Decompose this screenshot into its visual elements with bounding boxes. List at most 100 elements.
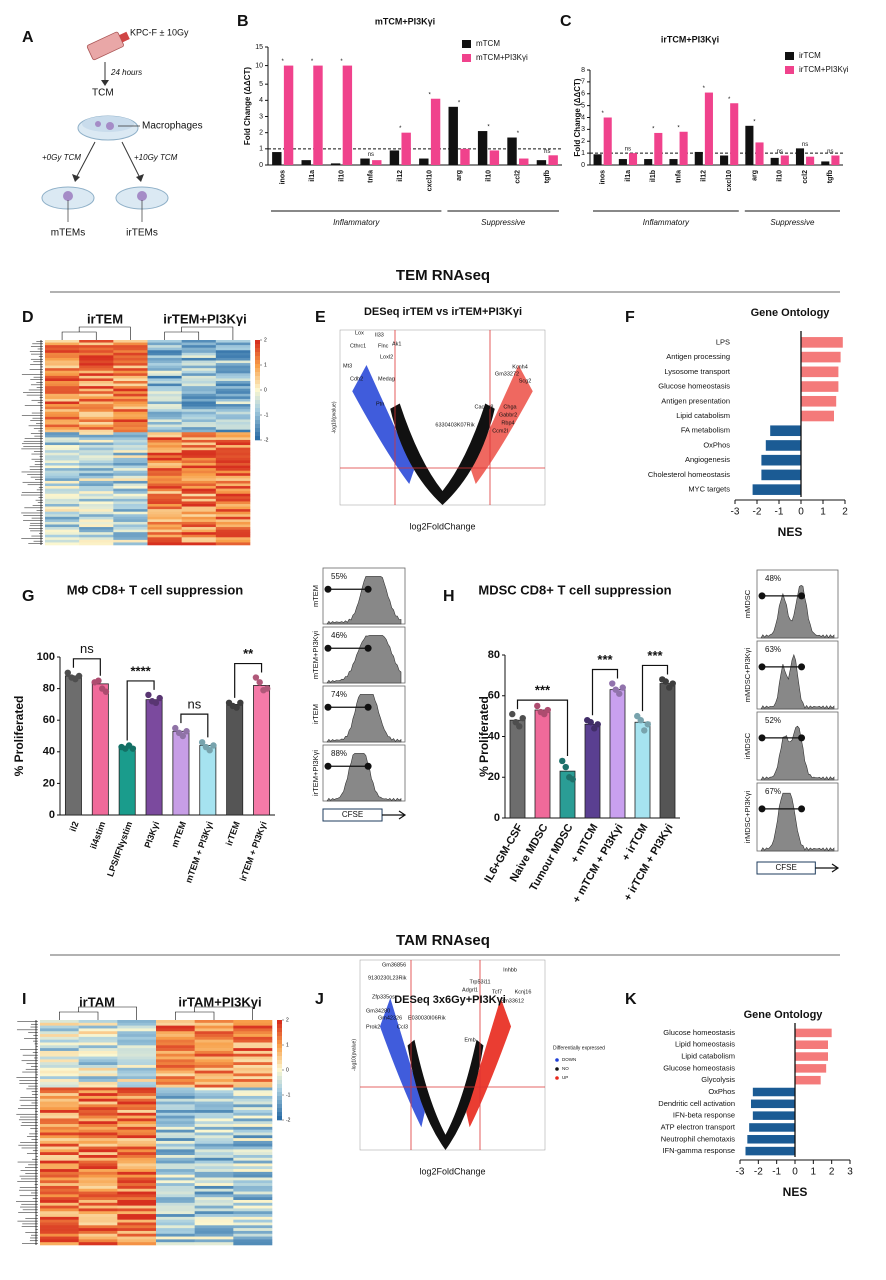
gene-label: Kcnj16: [515, 989, 532, 995]
heatmap-cell: [117, 1211, 157, 1215]
heatmap-cell: [79, 511, 114, 515]
gate-percent: 74%: [331, 690, 347, 699]
x-tick-label: arg: [456, 170, 463, 181]
gene-label: Adgrl1: [462, 987, 478, 993]
heatmap-cell: [113, 519, 148, 523]
heatmap-cell: [181, 455, 217, 459]
colorbar-segment: [277, 1116, 282, 1121]
heatmap-cell: [233, 1028, 273, 1032]
x-tick-label: tnfa: [675, 170, 682, 183]
heatmap-cell: [215, 396, 251, 400]
heatmap-cell: [156, 1031, 195, 1035]
bar: [747, 1135, 795, 1144]
heatmap-cell: [215, 480, 251, 484]
heatmap-cell: [40, 1048, 79, 1052]
heatmap-cell: [45, 439, 80, 443]
heatmap-cell: [117, 1205, 157, 1209]
data-point: [516, 723, 523, 730]
heatmap-cell: [45, 486, 80, 489]
heatmap-cell: [117, 1039, 157, 1043]
heatmap-cell: [181, 360, 217, 364]
heatmap-cell: [45, 455, 80, 459]
heatmap-cell: [79, 429, 114, 433]
heatmap-cell: [113, 457, 148, 461]
sample-label: mMDSC+PI3Kγi: [743, 647, 752, 702]
heatmap-cell: [45, 491, 80, 495]
heatmap-cell: [215, 398, 251, 402]
heatmap-cell: [215, 404, 251, 407]
heatmap-cell: [233, 1115, 273, 1119]
significance: *: [601, 111, 604, 117]
heatmap-cell: [215, 470, 251, 474]
heatmap-cell: [40, 1112, 79, 1116]
heatmap-cell: [45, 416, 80, 420]
heatmap-cell: [181, 450, 217, 454]
data-point: [519, 714, 526, 722]
colorbar-segment: [255, 364, 260, 369]
colorbar-segment: [277, 1024, 282, 1029]
heatmap-cell: [194, 1197, 234, 1201]
gate-end: [324, 762, 332, 770]
heatmap-cell: [233, 1050, 273, 1055]
heatmap-cell: [45, 473, 80, 477]
heatmap-cell: [156, 1211, 195, 1215]
heatmap-cell: [181, 457, 217, 461]
heatmap-cell: [45, 373, 80, 377]
heatmap-cell: [79, 365, 114, 369]
heatmap-cell: [117, 1095, 157, 1100]
category-label: Antigen presentation: [661, 396, 730, 405]
heatmap-cell: [181, 542, 217, 546]
data-point: [594, 721, 601, 728]
heatmap-cell: [147, 491, 182, 495]
heatmap-cell: [194, 1036, 234, 1040]
heatmap-cell: [147, 457, 182, 461]
bar: [253, 685, 271, 816]
heatmap-cell: [194, 1129, 234, 1133]
colorbar-segment: [277, 1108, 282, 1113]
heatmap-cell: [215, 388, 251, 392]
heatmap-cell: [147, 383, 182, 387]
colorbar-segment: [255, 404, 260, 409]
heatmap-cell: [45, 509, 80, 512]
heatmap-cell: [233, 1160, 273, 1164]
x-tick-label: cxcl10: [726, 170, 733, 192]
heatmap-cell: [156, 1135, 195, 1139]
heatmap-cell: [194, 1242, 234, 1246]
gene-label: 6330403K07Rik: [435, 422, 474, 428]
heatmap-cell: [181, 342, 217, 346]
gene-label: Kcnh4: [512, 364, 528, 370]
heatmap-cell: [156, 1084, 195, 1088]
heatmap-cell: [147, 442, 182, 446]
heatmap-cell: [181, 355, 217, 359]
heatmap-cell: [45, 470, 80, 474]
heatmap-cell: [79, 347, 114, 351]
bar: [172, 730, 190, 816]
heatmap-cell: [117, 1236, 157, 1240]
heatmap-cell: [215, 488, 251, 492]
gene-label: Gm42326: [378, 1015, 402, 1021]
heatmap-cell: [40, 1202, 79, 1206]
legend-swatch: [785, 52, 794, 60]
gene-label: Rbp4: [501, 420, 514, 426]
data-point: [544, 706, 551, 714]
heatmap-cell: [215, 465, 251, 469]
heatmap-cell: [78, 1025, 118, 1029]
heatmap-cell: [181, 496, 217, 500]
down-cloud: [352, 365, 414, 484]
heatmap-cell: [78, 1160, 118, 1164]
heatmap-cell: [78, 1034, 118, 1038]
colorbar-segment: [277, 1040, 282, 1045]
heatmap-cell: [156, 1048, 195, 1052]
heatmap-cell: [113, 465, 148, 469]
gene-label: Gabbr2: [499, 412, 517, 418]
x-tick-label: il1a: [625, 170, 632, 182]
heatmap-cell: [117, 1112, 157, 1116]
significance: ns: [368, 152, 374, 158]
bar: [795, 1028, 832, 1038]
heatmap-cell: [215, 432, 251, 436]
heatmap-cell: [215, 478, 251, 482]
heatmap-cell: [113, 373, 148, 377]
heatmap-cell: [181, 357, 217, 361]
heatmap-cell: [40, 1222, 79, 1226]
